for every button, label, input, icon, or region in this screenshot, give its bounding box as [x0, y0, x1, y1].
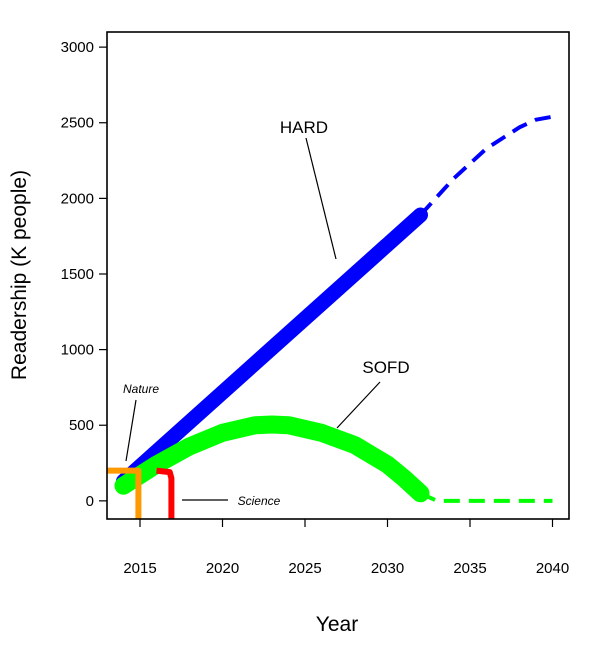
plot-lines	[107, 114, 553, 519]
annotation-hard: HARD	[280, 118, 328, 137]
sofd-leader-line	[336, 381, 381, 429]
y-tick-label: 2500	[61, 115, 94, 132]
x-tick-label: 2040	[536, 560, 569, 577]
nature-leader-line	[125, 399, 137, 462]
x-axis-title: Year	[316, 613, 358, 636]
y-tick-label: 1500	[61, 266, 94, 283]
y-tick-label: 2000	[61, 190, 94, 207]
annotation-sofd: SOFD	[362, 358, 409, 377]
x-tick-label: 2035	[453, 560, 486, 577]
y-tick-label: 0	[86, 493, 94, 510]
x-tick-label: 2015	[123, 560, 156, 577]
series-hard-line	[116, 207, 428, 489]
series-sofd-projection-line	[419, 491, 553, 503]
x-axis: 2015 2020 2025 2030 2035 2040	[123, 519, 569, 577]
series-sofd-line	[114, 415, 430, 503]
hard-leader-line	[305, 137, 337, 260]
annotation-nature: Nature	[123, 382, 159, 396]
series-nature-line	[107, 467, 142, 519]
x-tick-label: 2030	[371, 560, 404, 577]
plot-frame	[106, 31, 570, 520]
x-tick-label: 2020	[206, 560, 239, 577]
y-tick-label: 3000	[61, 39, 94, 56]
series-hard-projection-line	[419, 114, 553, 217]
y-tick-label: 1000	[61, 342, 94, 359]
y-axis: 0 500 1000 1500 2000 2500 3000	[61, 39, 107, 510]
y-tick-label: 500	[69, 417, 94, 434]
annotation-science: Science	[238, 494, 281, 508]
x-tick-label: 2025	[288, 560, 321, 577]
y-axis-title: Readership (K people)	[8, 170, 31, 380]
series-science-line	[156, 467, 175, 519]
